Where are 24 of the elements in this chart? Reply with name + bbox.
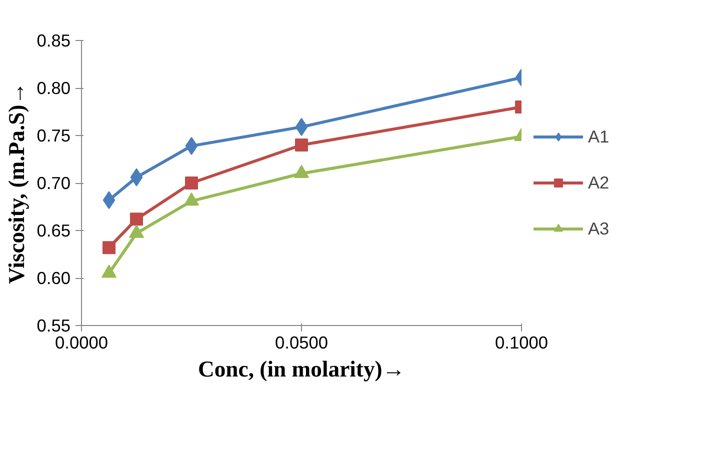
point	[102, 241, 116, 254]
x-tick-label: 0.0000	[55, 332, 108, 352]
y-tick-label: 0.80	[36, 78, 71, 98]
point	[295, 118, 308, 136]
point	[102, 191, 116, 210]
x-axis-title: Conc, (in molarity)→	[198, 356, 406, 382]
y-tick-label: 0.55	[36, 316, 71, 336]
y-tick-label: 0.65	[36, 220, 71, 240]
point	[102, 264, 116, 278]
point	[130, 212, 143, 226]
point	[130, 168, 143, 186]
point	[185, 136, 198, 155]
y-tick-label: 0.75	[36, 126, 71, 146]
y-tick-label: 0.70	[36, 173, 71, 193]
point	[295, 138, 308, 152]
y-axis-title: Viscosity, (m.Pa.S)→	[4, 82, 29, 284]
legend-label: A2	[588, 172, 610, 193]
point	[185, 176, 198, 190]
legend-label: A3	[588, 218, 610, 239]
x-tick-label: 0.1000	[495, 332, 548, 352]
x-tick-label: 0.0500	[275, 332, 328, 352]
legend-label: A1	[588, 126, 610, 147]
y-tick-label: 0.85	[36, 30, 71, 50]
y-tick-label: 0.60	[36, 268, 71, 288]
